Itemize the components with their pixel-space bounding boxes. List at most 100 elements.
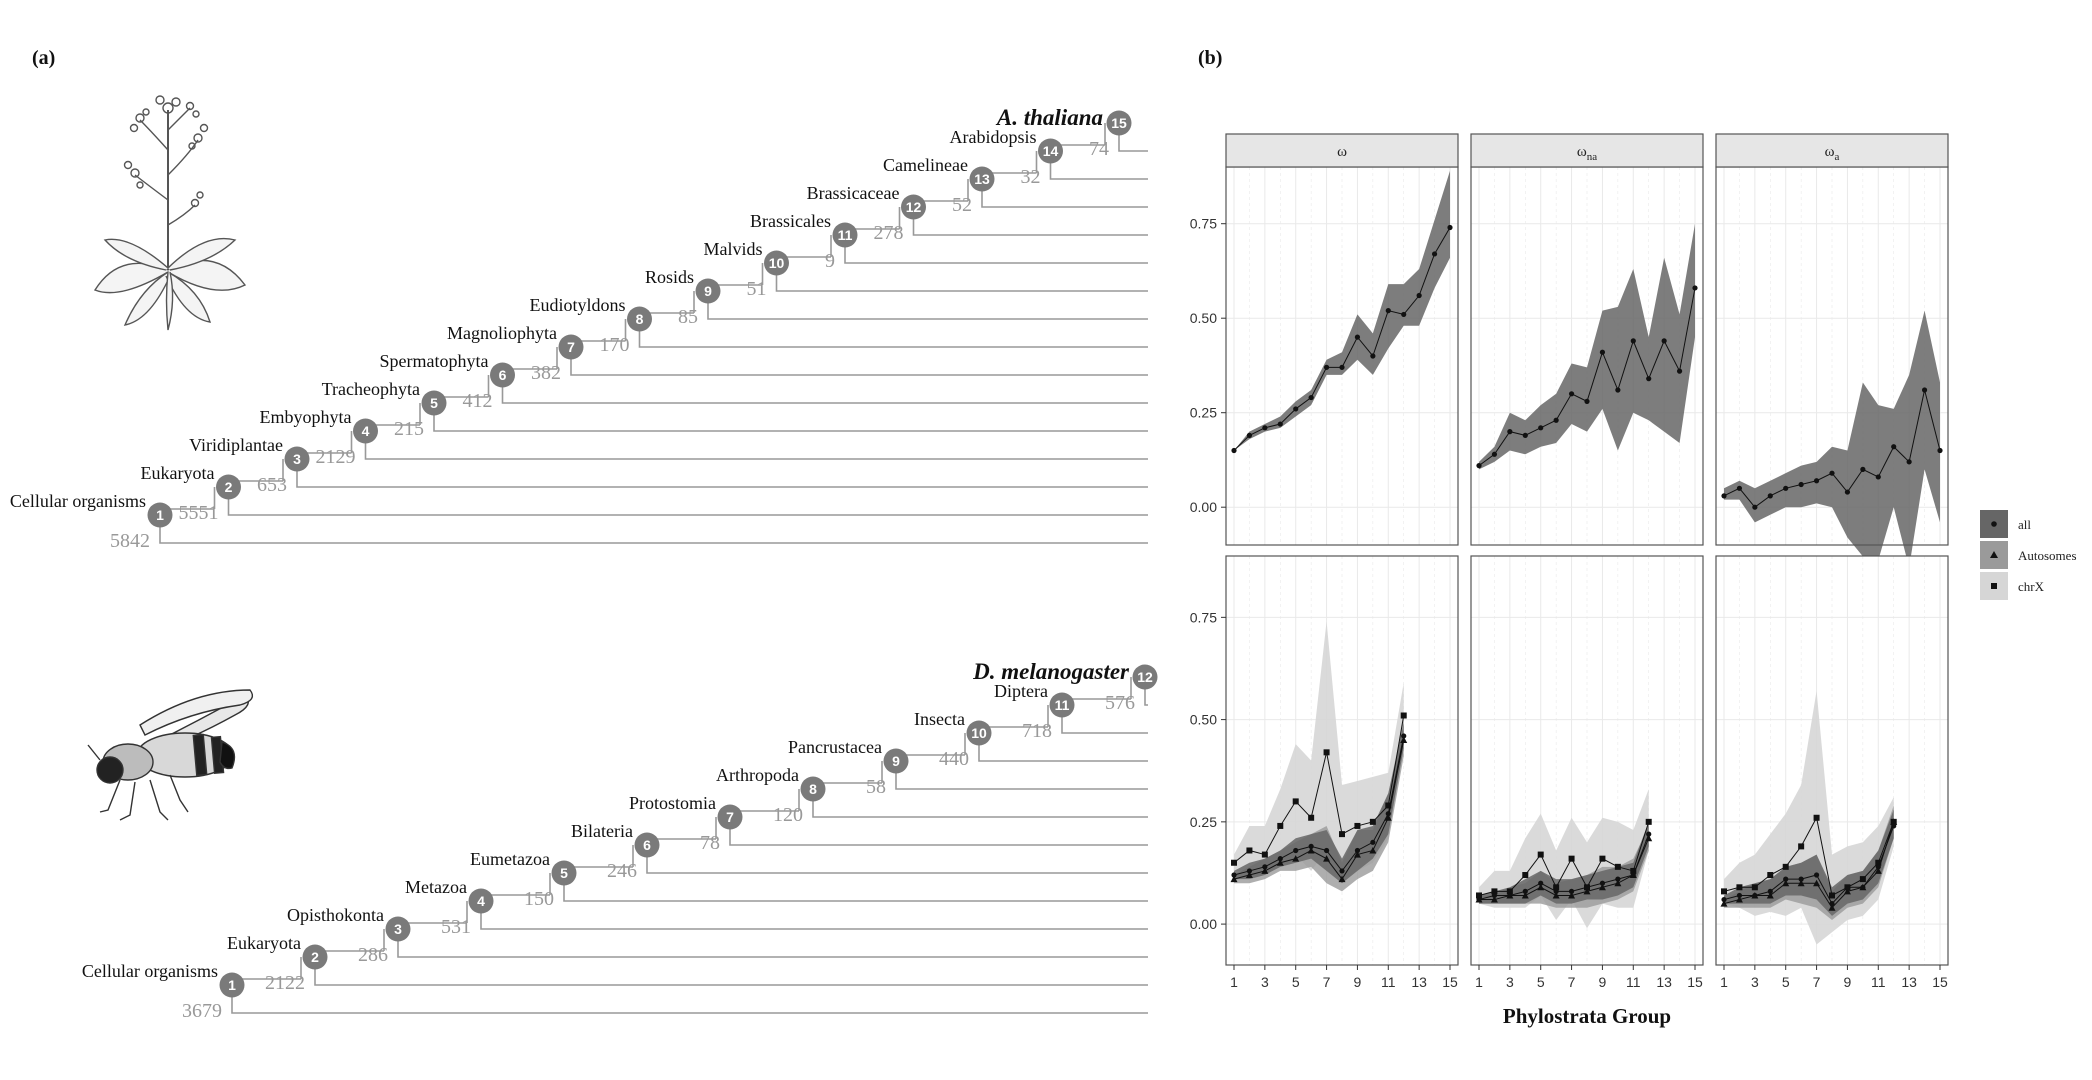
node-number: 12 [906,199,922,215]
data-point [1400,736,1408,744]
node-number: 5 [560,865,568,881]
x-tick-label: 9 [1354,974,1362,990]
node-taxon-label: Eukaryota [227,933,301,953]
node-gene-count: 653 [257,474,287,496]
legend-item-all: all [1980,510,2031,538]
x-tick-label: 9 [1844,974,1852,990]
x-tick-label: 3 [1751,974,1759,990]
node-number: 9 [892,753,900,769]
data-point [1231,872,1237,878]
node-number: 11 [838,227,853,243]
tree-node [490,362,515,388]
legend-label: all [2018,517,2031,532]
data-point [1798,843,1805,850]
tree-branch [433,403,1148,432]
node-gene-count: 52 [952,194,972,216]
x-tick-label: 7 [1813,974,1821,990]
data-point [1246,847,1253,854]
data-point [1246,868,1253,874]
data-point [1230,875,1238,883]
data-point [1308,814,1315,821]
species-name: A. thaliana [995,105,1103,130]
data-point [1859,876,1866,883]
data-point [1615,387,1621,393]
node-gene-count: 440 [939,748,969,770]
data-point [1783,876,1789,882]
legend-label: Autosomes [2018,548,2077,563]
data-point [1568,391,1575,397]
data-point [1721,896,1727,903]
node-gene-count: 9 [825,250,835,272]
node-taxon-label: Magnoliophyta [447,323,557,343]
tree-node [832,222,858,248]
data-point [1323,364,1330,370]
node-gene-count: 170 [600,334,630,356]
data-point [1231,859,1237,866]
tree-node [764,250,789,276]
data-point [1721,493,1727,499]
data-point [1507,429,1513,435]
tree-node [385,916,411,942]
node-number: 3 [293,451,301,467]
data-point [1553,417,1559,423]
data-point [1813,872,1820,878]
data-point [1491,888,1498,895]
node-number: 6 [499,367,507,383]
data-point [1598,883,1606,891]
data-point [1245,871,1253,879]
data-point [1416,292,1422,299]
node-number: 8 [636,311,644,327]
data-point [1553,888,1559,894]
y-tick-label: 0.50 [1190,712,1217,728]
tree-node [634,832,660,858]
x-tick-label: 7 [1323,974,1331,990]
tree-node [883,748,909,774]
data-point [1875,864,1881,870]
tree-branch [707,291,1148,320]
data-point [1323,847,1330,854]
data-point [1476,892,1482,899]
data-point [1537,883,1545,891]
node-number: 1 [156,507,164,523]
node-number: 12 [1137,669,1153,685]
x-tick-label: 5 [1292,974,1300,990]
node-taxon-label: Eumetazoa [470,849,550,869]
data-point [1292,798,1299,805]
x-tick-label: 15 [1442,974,1458,990]
node-number: 3 [394,921,402,937]
data-point [1476,463,1482,469]
data-point [1630,872,1636,878]
data-point [1292,855,1300,862]
facet-strip-label: ω [1337,144,1347,160]
data-point [1323,855,1331,862]
tree-node [627,306,652,332]
data-point [1692,285,1698,291]
x-tick-label: 11 [1871,974,1886,990]
data-point [1476,896,1482,903]
data-point [1538,425,1544,431]
node-taxon-label: Eudiotyldons [529,295,625,315]
drosophila-fly-illustration [87,689,254,821]
node-gene-count: 5551 [179,502,219,524]
node-gene-count: 215 [394,418,424,440]
node-gene-count: 531 [441,916,471,938]
ribbon-all [1479,821,1649,904]
node-number: 7 [567,339,575,355]
data-point [1798,876,1804,882]
node-number: 1 [228,977,236,993]
node-number: 4 [362,423,370,439]
data-point [1339,868,1345,874]
facet-strip-label: ωna [1577,144,1597,163]
panel-frame [1225,555,1459,966]
tree-node [800,776,826,802]
data-point [1307,846,1315,854]
node-number: 2 [225,479,233,495]
data-point [1262,425,1268,431]
data-point [1553,884,1560,891]
node-number: 11 [1055,697,1070,713]
data-point [1568,891,1576,899]
data-point [1537,851,1544,858]
tree-branch [812,789,1148,818]
data-point [1491,451,1498,457]
